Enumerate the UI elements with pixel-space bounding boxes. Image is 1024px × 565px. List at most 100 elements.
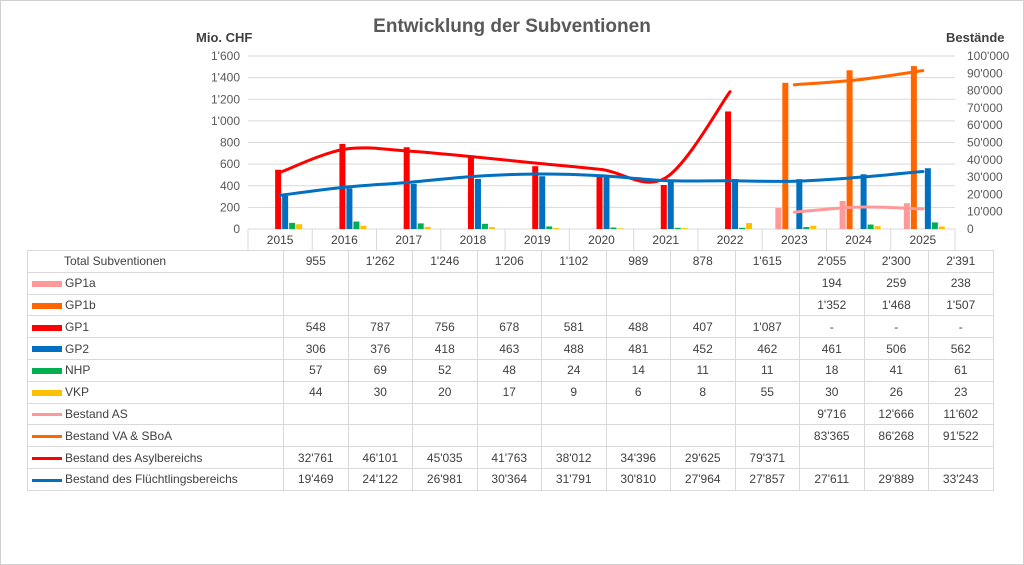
legend-label: GP1b [65, 297, 96, 312]
legend-label: Bestand des Flüchtlingsbereichs [65, 472, 238, 487]
row-label: Bestand VA & SBoA [27, 424, 284, 448]
table-cell: 1'468 [863, 293, 929, 317]
table-cell [670, 402, 736, 426]
table-cell [476, 293, 542, 317]
y2-tick-label: 80'000 [967, 84, 1003, 98]
table-cell: 91'522 [928, 424, 994, 448]
table-cell: 238 [928, 271, 994, 295]
legend-key [32, 478, 62, 482]
table-cell [605, 271, 671, 295]
table-cell: 1'352 [799, 293, 865, 317]
table-cell: 17 [476, 380, 542, 404]
table-cell: 20 [412, 380, 478, 404]
table-cell [928, 446, 994, 469]
x-tick-label: 2018 [460, 233, 487, 247]
table-cell: 194 [799, 271, 865, 295]
table-cell [670, 293, 736, 317]
table-cell: 12'666 [863, 402, 929, 426]
table-row: GP2 306 376 418 463 488 481 452 462 461 506 562 [27, 337, 994, 360]
table-cell [476, 424, 542, 448]
table-cell: 24 [541, 358, 607, 382]
legend-key [32, 456, 62, 460]
row-label: Total Subventionen [27, 250, 284, 273]
y2-tick-label: 10'000 [967, 205, 1003, 219]
bar-vkp [617, 228, 624, 229]
bar-vkp [681, 228, 688, 229]
table-row: Bestand AS 9'716 12'666 11'602 [27, 402, 994, 426]
y2-tick-label: 70'000 [967, 101, 1003, 115]
bar-gp2 [474, 178, 481, 229]
bar-vkp [874, 226, 881, 229]
table-cell: 34'396 [605, 446, 671, 469]
bar-gp1b [846, 70, 853, 230]
table-cell: 306 [283, 337, 349, 360]
table-cell: 2'300 [863, 250, 929, 273]
table-cell: 407 [670, 315, 736, 339]
legend-key [32, 302, 62, 309]
y2-tick-label: 20'000 [967, 187, 1003, 201]
bar-nhp [931, 222, 938, 229]
table-cell: 461 [799, 337, 865, 360]
table-cell: 1'507 [928, 293, 994, 317]
legend-label: Bestand des Asylbereichs [65, 450, 203, 465]
bar-gp1a [775, 208, 782, 229]
table-cell: 44 [283, 380, 349, 404]
bar-gp1 [467, 155, 474, 229]
table-cell: 787 [347, 315, 413, 339]
bar-nhp [739, 227, 746, 229]
row-label: GP1 [27, 315, 284, 339]
table-cell [734, 293, 800, 317]
table-cell [476, 271, 542, 295]
table-cell: 29'625 [670, 446, 736, 469]
row-label: NHP [27, 358, 284, 382]
bar-gp1 [275, 169, 282, 229]
table-cell: 1'246 [412, 250, 478, 273]
legend-label: GP1 [65, 319, 90, 334]
row-label: GP2 [27, 337, 284, 360]
table-cell: 27'857 [734, 467, 800, 491]
table-row: Bestand des Flüchtlingsbereichs 19'469 24'… [27, 467, 994, 491]
table-cell: 1'262 [347, 250, 413, 273]
table-cell: 55 [734, 380, 800, 404]
line-bestand-va-sboa [792, 69, 925, 87]
table-row: GP1 548 787 756 678 581 488 407 1'087- - - [27, 315, 994, 339]
table-cell: 61 [928, 358, 994, 382]
table-cell: 9 [541, 380, 607, 404]
table-cell [412, 293, 478, 317]
legend-label: NHP [65, 363, 91, 378]
table-cell: 11 [734, 358, 800, 382]
table-cell: 1'087 [734, 315, 800, 339]
table-cell: 46'101 [347, 446, 413, 469]
bar-gp1a [839, 200, 846, 229]
table-cell: 14 [605, 358, 671, 382]
table-row: Bestand VA & SBoA 83'365 86'268 91'522 [27, 424, 994, 448]
table-cell [605, 293, 671, 317]
bar-gp2 [667, 180, 674, 229]
line-bestand-des-asylbereichs [278, 90, 732, 184]
row-label: Bestand des Asylbereichs [27, 446, 284, 469]
table-cell: 1'615 [734, 250, 800, 273]
table-cell: 45'035 [412, 446, 478, 469]
bar-gp1 [660, 184, 667, 229]
table-cell [541, 293, 607, 317]
table-cell: 11 [670, 358, 736, 382]
table-cell [412, 402, 478, 426]
x-tick-label: 2022 [717, 233, 744, 247]
table-row: VKP 44 30 20 17 9 6 8 55 30 26 23 [27, 380, 994, 404]
table-cell: - [799, 315, 865, 339]
bar-nhp [803, 227, 810, 229]
table-cell [283, 424, 349, 448]
table-cell: 32'761 [283, 446, 349, 469]
table-cell [412, 424, 478, 448]
table-cell: 30'810 [605, 467, 671, 491]
table-cell: 463 [476, 337, 542, 360]
row-label: Bestand AS [27, 402, 284, 426]
y2-tick-label: 90'000 [967, 66, 1003, 80]
table-cell: 38'012 [541, 446, 607, 469]
bar-vkp [746, 223, 753, 229]
table-cell: 33'243 [928, 467, 994, 491]
table-cell [734, 271, 800, 295]
y2-tick-label: 100'000 [967, 49, 1010, 63]
table-cell: 9'716 [799, 402, 865, 426]
